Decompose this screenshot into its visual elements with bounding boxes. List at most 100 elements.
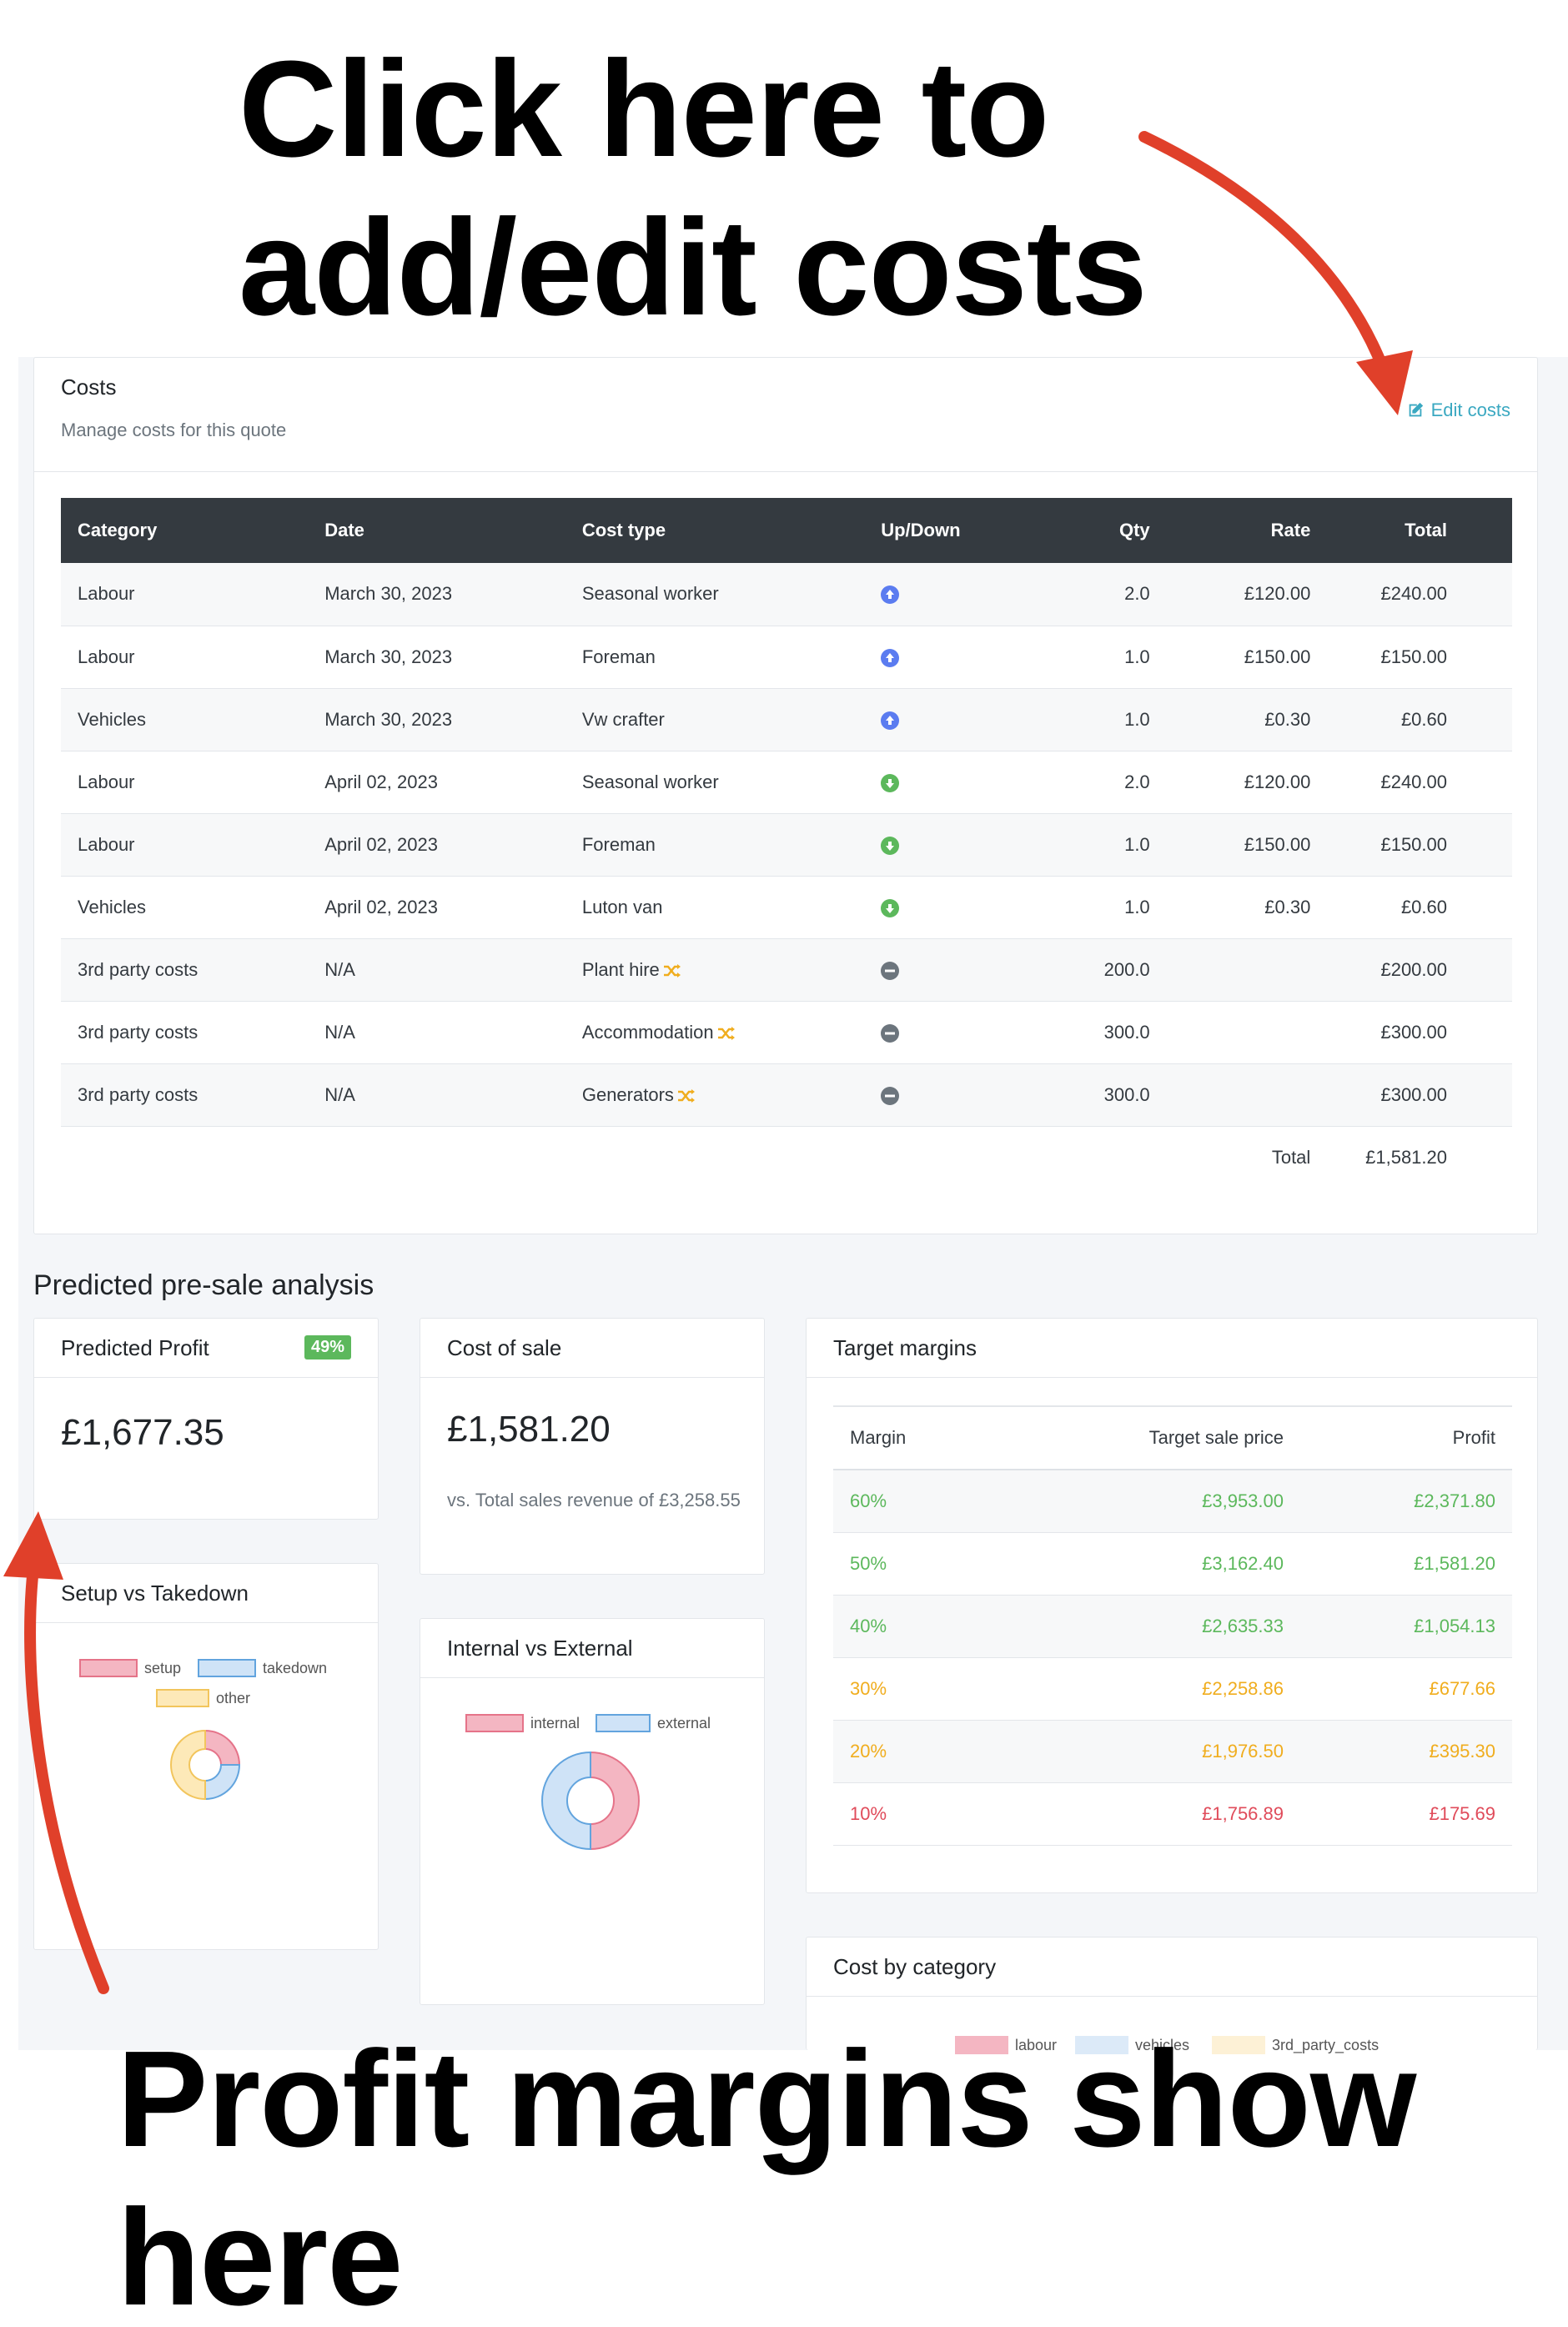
internal-vs-external-card: Internal vs External internal external [420,1618,765,2005]
costs-subtitle: Manage costs for this quote [61,420,287,440]
legend-swatch-other [156,1689,209,1707]
setup-vs-takedown-donut [170,1729,241,1801]
cost-type-label: Luton van [581,896,663,917]
col-profit: Profit [1300,1405,1512,1470]
cell-cost-type: Seasonal worker [565,563,865,626]
cell-total: £150.00 [1327,626,1512,689]
cell-cost-type: Luton van [565,876,865,939]
legend-other[interactable]: other [156,1689,250,1707]
arrow-up-circle-icon [881,586,900,605]
cell-rate: £120.00 [1166,563,1328,626]
legend-vehicles[interactable]: vehicles [1075,2036,1189,2054]
legend-3rd-party-costs[interactable]: 3rd_party_costs [1212,2036,1379,2054]
cell-margin: 50% [833,1532,1033,1596]
donut-slice-other[interactable] [170,1729,206,1801]
cost-type-label: Seasonal worker [581,583,719,605]
cell-rate: £150.00 [1166,813,1328,877]
cell-qty: 1.0 [1037,813,1167,877]
cell-qty: 300.0 [1037,1001,1167,1064]
internal-vs-external-donut [541,1751,640,1851]
cost-type-label: Seasonal worker [581,771,719,792]
col-cost-type: Cost type [565,498,865,563]
shuffle-icon [677,1088,695,1103]
legend-external[interactable]: external [596,1714,711,1732]
legend-internal[interactable]: internal [465,1714,580,1732]
edit-costs-link[interactable]: Edit costs [1406,400,1510,421]
card-divider [34,1377,378,1378]
cell-target-price: £2,258.86 [1033,1657,1300,1721]
cell-target-price: £3,162.40 [1033,1532,1300,1596]
cell-up-down [864,563,1038,626]
legend-setup[interactable]: setup [79,1659,181,1677]
target-margins-title: Target margins [833,1335,977,1360]
cell-up-down [864,1063,1038,1127]
cell-target-price: £2,635.33 [1033,1595,1300,1658]
internal-vs-external-title: Internal vs External [447,1636,633,1661]
card-divider [420,1677,764,1678]
cell-up-down [864,688,1038,751]
setup-vs-takedown-card: Setup vs Takedown setup takedown other [33,1563,379,1950]
cost-type-label: Foreman [581,646,656,667]
costs-table-row: Vehicles April 02, 2023 Luton van 1.0 £0.30 £… [61,876,1512,939]
col-margin: Margin [833,1405,1033,1470]
costs-total-label: Total [1166,1126,1328,1189]
col-date: Date [308,498,565,563]
costs-table-row: 3rd party costs N/A Generators 300.0 £300.00 [61,1063,1512,1127]
costs-table-row: Labour April 02, 2023 Foreman 1.0 £150.00 £15… [61,813,1512,877]
cell-date: March 30, 2023 [308,626,565,689]
legend-swatch-internal [465,1714,524,1732]
cell-date: April 02, 2023 [308,876,565,939]
cell-category: Vehicles [61,876,309,939]
donut-slice-internal[interactable] [590,1751,640,1851]
cell-cost-type: Foreman [565,626,865,689]
arrow-to-profit [24,1562,109,1994]
legend-labour[interactable]: labour [955,2036,1057,2054]
cell-up-down [864,938,1038,1002]
predicted-profit-card: Predicted Profit 49% £1,677.35 [33,1318,379,1520]
cell-category: Vehicles [61,688,309,751]
minus-circle-icon [881,961,900,980]
analysis-section-title: Predicted pre-sale analysis [33,1269,374,1301]
cell-profit: £677.66 [1300,1657,1512,1721]
legend-label-other: other [216,1689,251,1706]
cell-rate: £0.30 [1166,876,1328,939]
cell-total: £240.00 [1327,751,1512,814]
predicted-profit-value: £1,677.35 [61,1412,224,1453]
edit-costs-label: Edit costs [1430,400,1510,420]
legend-swatch-labour [955,2036,1008,2054]
costs-total-row: Total £1,581.20 [61,1126,1512,1189]
cell-total: £0.60 [1327,688,1512,751]
costs-card: Costs Manage costs for this quote Edit c… [33,357,1538,1234]
cell-profit: £175.69 [1300,1782,1512,1846]
costs-table-row: Labour March 30, 2023 Foreman 1.0 £150.00 £15… [61,626,1512,689]
arrow-head-edit-costs [1356,350,1413,415]
margins-table-row: 40% £2,635.33 £1,054.13 [833,1595,1512,1658]
cost-of-sale-value: £1,581.20 [447,1409,611,1450]
legend-swatch-3rd-party [1212,2036,1265,2054]
cost-type-label: Vw crafter [581,708,665,730]
cell-date: March 30, 2023 [308,688,565,751]
cell-margin: 40% [833,1595,1033,1658]
margins-table-row: 50% £3,162.40 £1,581.20 [833,1532,1512,1596]
cell-target-price: £3,953.00 [1033,1470,1300,1533]
costs-table-row: Labour March 30, 2023 Seasonal worker 2.0 £1… [61,563,1512,626]
legend-swatch-setup [79,1659,138,1677]
cell-total: £240.00 [1327,563,1512,626]
legend-label-labour: labour [1015,2036,1058,2053]
cell-up-down [864,813,1038,877]
cell-date: N/A [308,1001,565,1064]
costs-table-header: Category Date Cost type Up/Down Qty Rate… [61,498,1512,563]
legend-takedown[interactable]: takedown [198,1659,327,1677]
cell-total: £0.60 [1327,876,1512,939]
donut-slice-external[interactable] [541,1751,591,1851]
col-qty: Qty [1037,498,1167,563]
arrow-down-circle-icon [881,898,900,917]
cell-rate [1166,938,1328,1002]
col-target-sale-price: Target sale price [1033,1405,1300,1470]
cell-qty: 2.0 [1037,751,1167,814]
margins-table-row: 30% £2,258.86 £677.66 [833,1657,1512,1721]
cell-cost-type: Accommodation [565,1001,865,1064]
arrow-down-circle-icon [881,836,900,855]
cell-margin: 20% [833,1720,1033,1783]
